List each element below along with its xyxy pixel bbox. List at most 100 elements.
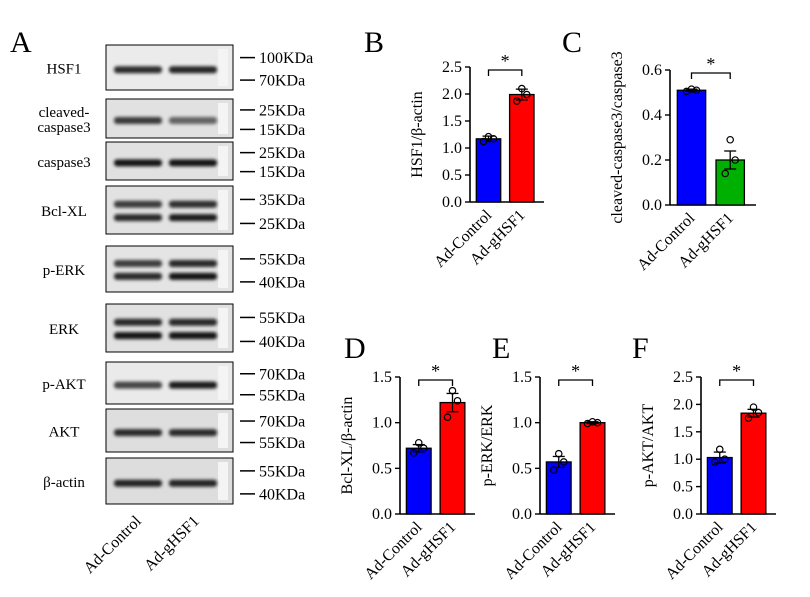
chart-d: D0.00.51.01.5Bcl-XL/β-actinAd-ControlAd-… <box>339 332 475 583</box>
y-tick-label: 1.0 <box>673 451 693 468</box>
protein-band <box>114 159 162 167</box>
blot-edge <box>218 413 228 448</box>
data-point <box>726 135 735 144</box>
data-point <box>583 419 592 428</box>
blot-edge <box>218 103 228 134</box>
bar <box>740 412 767 515</box>
mw-marker-label: 35KDa <box>259 192 305 209</box>
y-tick-label: 0.5 <box>442 167 462 184</box>
bar <box>676 89 707 206</box>
mw-marker-label: 15KDa <box>259 164 305 181</box>
protein-band <box>169 479 217 487</box>
y-tick-label: 1.5 <box>673 424 693 441</box>
significance-star: * <box>431 361 440 381</box>
mw-marker-label: 70KDa <box>259 414 305 431</box>
protein-band <box>114 214 162 222</box>
significance-bracket <box>719 379 755 386</box>
data-point <box>479 137 488 146</box>
protein-label: p-ERK <box>43 263 86 279</box>
y-tick-label: 1.0 <box>512 415 532 432</box>
mw-marker-label: 55KDa <box>259 435 305 452</box>
data-point <box>710 458 719 466</box>
protein-band <box>114 66 162 74</box>
chart-e: E0.00.51.01.5p-ERK/ERKAd-ControlAd-gHSF1… <box>479 332 615 583</box>
y-tick-label: 0.0 <box>442 194 462 211</box>
mw-marker-label: 25KDa <box>259 102 305 119</box>
protein-label: Bcl-XL <box>41 204 87 220</box>
significance-bracket <box>690 72 731 79</box>
y-tick-label: 0.5 <box>512 460 532 477</box>
data-point <box>419 444 428 453</box>
bar-chart-panels: B0.00.51.01.52.02.5HSF1/β-actinAd-Contro… <box>339 26 776 583</box>
protein-band <box>169 272 217 280</box>
blot-edge <box>218 462 228 500</box>
protein-band <box>169 429 217 437</box>
y-tick-label: 0.5 <box>372 460 392 477</box>
y-tick-label: 1.5 <box>372 369 392 386</box>
data-point <box>453 396 462 405</box>
blot-box <box>105 185 234 235</box>
y-tick-label: 1.5 <box>442 113 462 130</box>
mw-marker-label: 100KDa <box>259 50 313 67</box>
panel-letter: D <box>344 332 366 365</box>
data-point <box>731 156 740 164</box>
protein-label: caspase3 <box>37 155 90 171</box>
panel-letter: F <box>632 332 649 365</box>
bar <box>475 138 502 203</box>
protein-band <box>114 479 162 487</box>
blot-edge <box>218 190 228 230</box>
protein-band <box>114 116 162 124</box>
y-tick-label: 0.0 <box>372 506 392 523</box>
bar <box>508 93 535 203</box>
western-blot-panel: A HSF1 100KDa 70KDa cleaved-caspase3 25KDa 15… <box>10 26 313 577</box>
y-axis-label: HSF1/β-actin <box>409 91 426 177</box>
protein-band <box>169 214 217 222</box>
blot-edge <box>218 366 228 400</box>
bar <box>579 422 606 515</box>
protein-band <box>114 200 162 208</box>
data-point <box>687 85 696 93</box>
data-point <box>549 466 558 474</box>
y-tick-label: 0.0 <box>512 506 532 523</box>
bar <box>439 401 466 515</box>
protein-band <box>169 159 217 167</box>
data-point <box>484 132 493 141</box>
blot-edge <box>218 146 228 176</box>
y-tick-label: 2.0 <box>673 396 693 413</box>
mw-marker-label: 25KDa <box>259 145 305 162</box>
y-tick-label: 0.0 <box>673 506 693 523</box>
data-point <box>749 403 758 411</box>
y-tick-label: 0.6 <box>642 62 662 79</box>
mw-marker-label: 70KDa <box>259 73 305 90</box>
protein-label: p-AKT <box>42 377 85 393</box>
mw-marker-label: 40KDa <box>259 334 305 351</box>
chart-f: F0.00.51.01.52.02.5p-AKT/AKTAd-ControlAd… <box>632 332 776 583</box>
data-point <box>754 408 763 417</box>
chart-c: C0.00.20.40.6cleaved-caspase3/caspase3Ad… <box>562 26 756 274</box>
y-axis-label: cleaved-caspase3/caspase3 <box>609 51 626 223</box>
significance-bracket <box>487 69 523 76</box>
panel-letter-a: A <box>10 26 32 59</box>
blot-edge <box>218 49 228 86</box>
y-tick-label: 1.0 <box>372 415 392 432</box>
y-tick-label: 0.2 <box>642 152 662 169</box>
protein-band <box>169 116 217 124</box>
data-point <box>692 86 701 95</box>
data-point <box>414 438 423 447</box>
lane-label: Ad-Control <box>81 512 146 577</box>
data-point <box>721 169 730 178</box>
protein-band <box>169 259 217 267</box>
protein-band <box>114 332 162 340</box>
y-tick-label: 0.0 <box>642 197 662 214</box>
protein-band <box>169 66 217 74</box>
panel-letter: B <box>364 26 384 59</box>
significance-star: * <box>501 51 510 71</box>
mw-marker-label: 55KDa <box>259 310 305 327</box>
data-point <box>559 458 568 466</box>
protein-label: cleaved- <box>39 105 90 121</box>
protein-band <box>114 381 162 389</box>
protein-label: caspase3 <box>37 120 90 136</box>
data-point <box>512 97 521 105</box>
data-point <box>554 449 563 458</box>
protein-label: HSF1 <box>46 62 81 78</box>
